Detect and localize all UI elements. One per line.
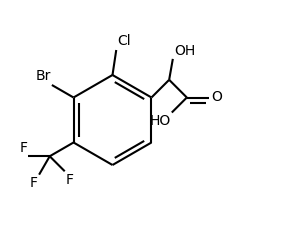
Text: F: F bbox=[66, 172, 74, 186]
Text: F: F bbox=[19, 141, 27, 155]
Text: OH: OH bbox=[174, 44, 195, 58]
Text: Cl: Cl bbox=[118, 34, 131, 48]
Text: Br: Br bbox=[35, 68, 51, 82]
Text: HO: HO bbox=[149, 114, 171, 128]
Text: O: O bbox=[211, 90, 222, 104]
Text: F: F bbox=[30, 176, 38, 190]
